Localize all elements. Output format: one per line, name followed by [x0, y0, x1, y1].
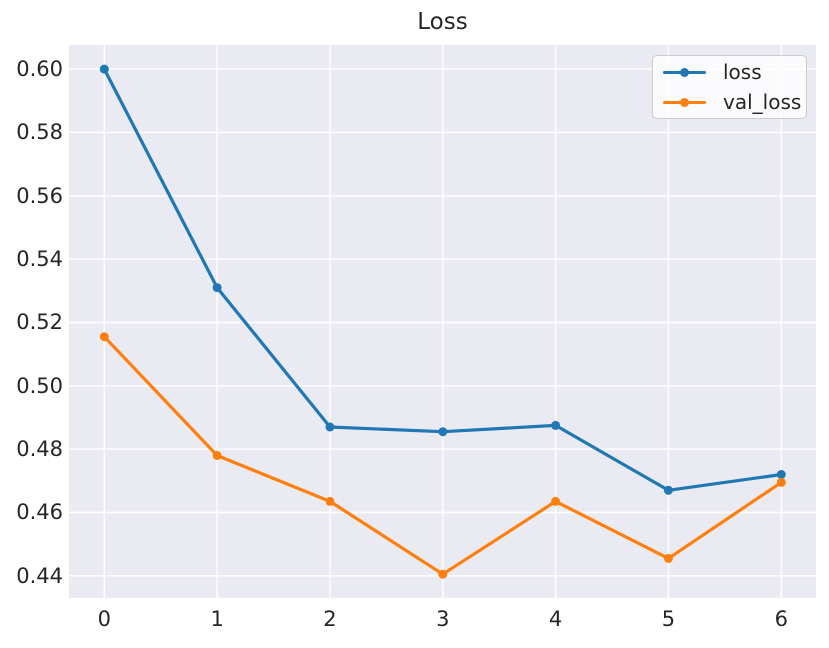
- data-point: [325, 422, 335, 432]
- data-point: [212, 451, 222, 460]
- legend-label: val_loss: [723, 90, 802, 114]
- y-tick-label: 0.50: [16, 373, 63, 398]
- y-tick-label: 0.60: [16, 57, 63, 82]
- series-val_loss: [99, 332, 786, 579]
- data-point: [438, 569, 448, 579]
- legend: loss val_loss: [652, 55, 807, 119]
- x-axis: 0 1 2 3 4 5 6: [69, 607, 816, 637]
- y-tick-label: 0.56: [16, 183, 63, 208]
- y-tick-label: 0.48: [16, 437, 63, 462]
- data-point: [212, 283, 222, 293]
- data-point: [776, 477, 786, 487]
- x-tick-label: 4: [548, 607, 563, 631]
- x-tick-label: 5: [661, 607, 676, 631]
- chart-title: Loss: [417, 9, 468, 35]
- x-tick-label: 6: [774, 607, 788, 631]
- series-loss: [99, 64, 786, 495]
- y-tick-label: 0.46: [16, 500, 63, 525]
- y-tick-label: 0.52: [16, 310, 63, 335]
- data-point: [551, 420, 561, 430]
- data-point: [551, 496, 561, 506]
- x-tick-label: 2: [323, 607, 337, 631]
- y-tick-label: 0.54: [16, 247, 63, 272]
- plot-canvas: [69, 45, 816, 598]
- y-tick-label: 0.44: [16, 563, 63, 588]
- legend-entry-val-loss: val_loss: [653, 87, 806, 117]
- x-tick-label: 3: [436, 607, 450, 631]
- legend-line-sample-icon: [663, 97, 706, 107]
- data-point: [99, 64, 109, 74]
- plot-area: [69, 45, 816, 598]
- data-point: [438, 427, 448, 437]
- data-point: [663, 553, 673, 563]
- y-tick-label: 0.58: [16, 120, 63, 145]
- x-tick-label: 0: [97, 607, 112, 631]
- data-point: [325, 496, 335, 506]
- data-point: [99, 332, 109, 342]
- legend-label: loss: [723, 60, 762, 84]
- y-axis: 0.44 0.46 0.48 0.50 0.52 0.54 0.56 0.58 0.60: [0, 45, 63, 598]
- data-point: [663, 485, 673, 495]
- grid-lines: [69, 45, 816, 598]
- legend-entry-loss: loss: [653, 57, 806, 87]
- x-tick-label: 1: [210, 607, 224, 631]
- legend-line-sample-icon: [663, 67, 706, 77]
- data-point: [776, 470, 786, 479]
